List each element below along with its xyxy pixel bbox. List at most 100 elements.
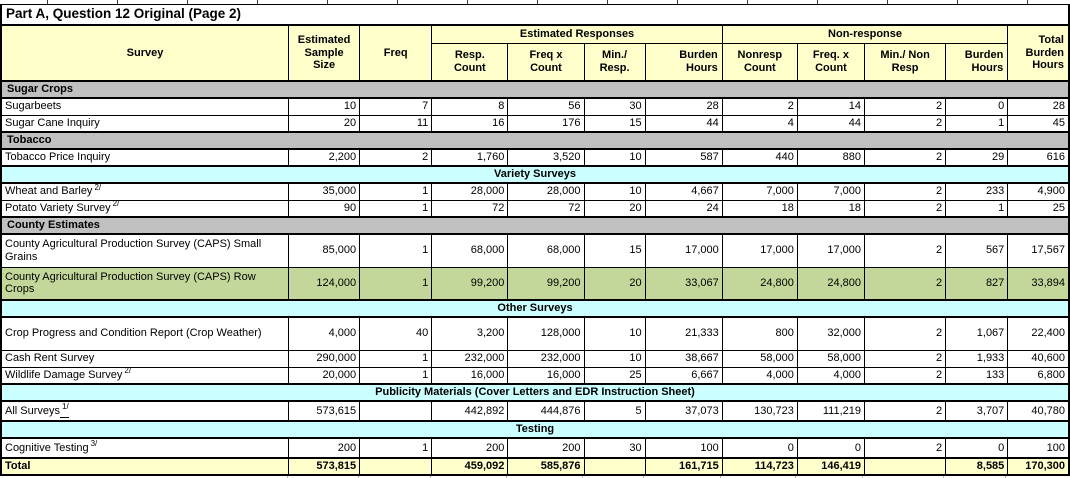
value-cell: 0 [796,437,866,459]
value-cell [359,457,433,476]
value-cell: 232,000 [431,349,509,368]
value-cell: 72 [507,199,585,218]
value-cell: 573,815 [288,457,361,476]
value-cell: 18 [721,199,798,218]
value-cell: 45 [1007,114,1070,133]
survey-label: County Agricultural Production Survey (C… [0,266,290,301]
value-cell: 827 [945,266,1009,301]
value-cell: 90 [288,199,361,218]
section-label: Tobacco [0,131,1070,150]
value-cell: 85,000 [288,233,361,268]
value-cell: 30 [583,437,646,459]
value-cell: 585,876 [507,457,585,476]
section-label: County Estimates [0,216,1070,235]
value-cell: 459,092 [431,457,509,476]
value-cell: 17,000 [721,233,798,268]
value-cell: 130,723 [721,400,798,422]
value-cell: 800 [721,316,798,351]
col-header-burden-hours-non: Burden Hours [945,42,1009,82]
value-cell: 3,520 [507,148,585,167]
value-cell: 2 [864,114,947,133]
value-cell: 2 [864,182,947,201]
section-label: Sugar Crops [0,80,1070,99]
section-row-sugar-crops: Sugar Crops [0,80,1070,99]
value-cell: 58,000 [721,349,798,368]
value-cell: 232,000 [507,349,585,368]
value-cell: 10 [583,148,646,167]
value-cell: 2 [864,316,947,351]
value-cell: 1 [359,182,433,201]
value-cell: 29 [945,148,1009,167]
value-cell: 37,073 [644,400,723,422]
value-cell: 10 [583,182,646,201]
value-cell: 161,715 [644,457,723,476]
value-cell: 28,000 [431,182,509,201]
group-header-non-response: Non-response [721,24,1009,44]
value-cell: 16,000 [431,366,509,385]
value-cell: 33,067 [644,266,723,301]
table-row-cognitive-testing: Cognitive Testing 3/ 200 1 200 200 30 100… [0,437,1070,459]
survey-label: Cognitive Testing 3/ [0,437,290,459]
table-row-all-surveys: All Surveys 1/ 573,615 442,892 444,876 5 … [0,400,1070,422]
table-row-sugarbeets: Sugarbeets 10 7 8 56 30 28 2 14 2 0 28 [0,97,1070,116]
col-header-survey: Survey [0,24,290,82]
value-cell: 2,200 [288,148,361,167]
value-cell: 2 [864,199,947,218]
value-cell: 0 [945,97,1009,116]
value-cell: 0 [721,437,798,459]
value-cell: 14 [796,97,866,116]
value-cell [864,457,947,476]
table-row-cash-rent-survey: Cash Rent Survey 290,000 1 232,000 232,0… [0,349,1070,368]
value-cell: 32,000 [796,316,866,351]
value-cell: 44 [796,114,866,133]
value-cell: 146,419 [796,457,866,476]
subsection-label: Other Surveys [0,299,1070,318]
value-cell [359,400,433,422]
value-cell: 567 [945,233,1009,268]
value-cell: 128,000 [507,316,585,351]
value-cell: 1 [359,437,433,459]
value-cell: 15 [583,233,646,268]
value-cell: 1 [359,233,433,268]
value-cell: 17,567 [1007,233,1070,268]
survey-label: All Surveys 1/ [0,400,290,422]
value-cell: 6,800 [1007,366,1070,385]
value-cell: 100 [1007,437,1070,459]
value-cell: 20 [583,199,646,218]
value-cell: 2 [864,349,947,368]
value-cell: 68,000 [507,233,585,268]
footnote-marker: 2/ [94,183,102,192]
subsection-row-publicity-materials: Publicity Materials (Cover Letters and E… [0,383,1070,402]
value-cell: 4,000 [796,366,866,385]
value-cell: 2 [864,366,947,385]
value-cell: 1 [945,199,1009,218]
value-cell: 2 [864,437,947,459]
value-cell: 616 [1007,148,1070,167]
group-header-estimated-responses: Estimated Responses [431,24,723,44]
survey-label: Wheat and Barley 2/ [0,182,290,201]
value-cell: 16,000 [507,366,585,385]
value-cell: 68,000 [431,233,509,268]
value-cell: 200 [288,437,361,459]
value-cell: 24 [644,199,723,218]
table-row-total: Total 573,815 459,092 585,876 161,715 11… [0,457,1070,476]
value-cell: 444,876 [507,400,585,422]
value-cell: 20 [583,266,646,301]
table-row-wheat-and-barley: Wheat and Barley 2/ 35,000 1 28,000 28,00… [0,182,1070,201]
col-header-resp-count: Resp. Count [431,42,509,82]
value-cell: 25 [583,366,646,385]
value-cell: 200 [431,437,509,459]
value-cell: 6,667 [644,366,723,385]
value-cell: 40,600 [1007,349,1070,368]
table-row-caps-row-crops-highlighted: County Agricultural Production Survey (C… [0,266,1070,301]
value-cell: 573,615 [288,400,361,422]
value-cell: 72 [431,199,509,218]
value-cell: 21,333 [644,316,723,351]
value-cell: 100 [644,437,723,459]
value-cell: 4,000 [721,366,798,385]
survey-label: Sugar Cane Inquiry [0,114,290,133]
value-cell: 17,000 [644,233,723,268]
value-cell: 8,585 [945,457,1009,476]
value-cell: 4,667 [644,182,723,201]
